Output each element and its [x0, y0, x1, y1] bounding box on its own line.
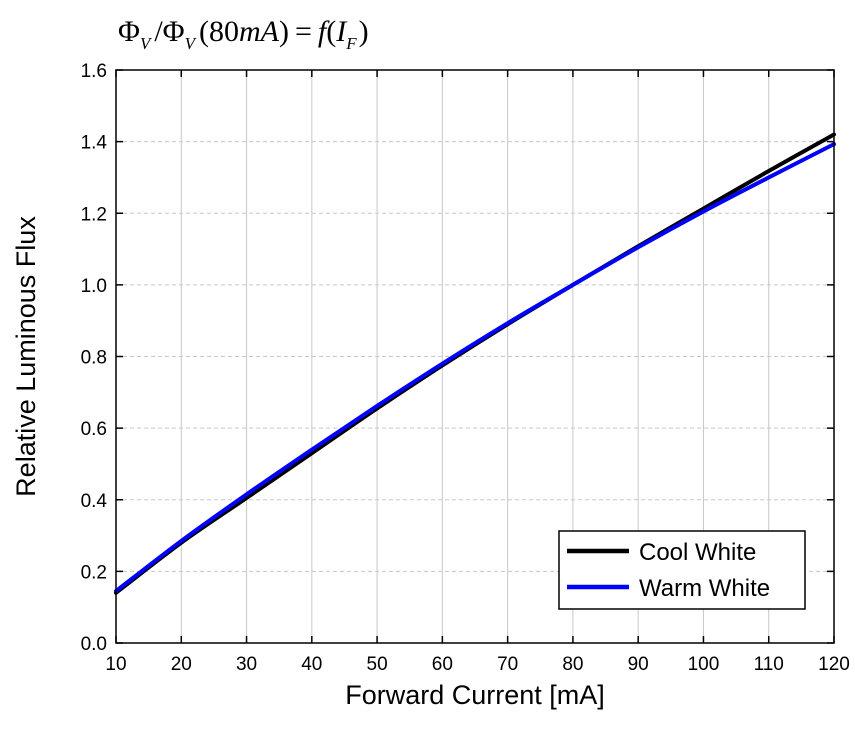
title-slash: / — [154, 15, 163, 48]
legend-label-cool-white: Cool White — [639, 539, 756, 566]
x-tick-label: 50 — [367, 654, 388, 675]
series-line-warm-white — [114, 142, 836, 594]
x-tick-label: 30 — [236, 654, 257, 675]
chart-title: ΦV/ΦV (80mA) = f(IF) — [118, 15, 369, 53]
y-axis-label: Relative Luminous Flux — [11, 216, 41, 497]
title-arg-value: 80 — [209, 15, 239, 48]
x-tick-label: 90 — [628, 654, 649, 675]
title-phi-2: Φ — [163, 15, 185, 48]
title-sub-v-1: V — [140, 34, 153, 53]
title-arg-close: ) — [279, 15, 289, 48]
x-tick-label: 60 — [432, 654, 453, 675]
title-func-close: ) — [359, 15, 369, 48]
legend-box — [558, 530, 806, 610]
y-tick-label: 0.0 — [81, 634, 107, 655]
y-tick-label: 1.6 — [81, 61, 107, 82]
x-tick-label: 20 — [171, 654, 192, 675]
x-tick-label: 40 — [301, 654, 322, 675]
title-arg-unit: mA — [239, 15, 280, 48]
y-tick-label: 1.0 — [81, 276, 107, 297]
y-tick-label: 0.2 — [81, 562, 107, 583]
legend-label-warm-white: Warm White — [639, 575, 770, 602]
series-line-cool-white — [114, 132, 836, 595]
y-tick-label: 0.8 — [81, 348, 107, 369]
y-tick-label: 0.4 — [81, 491, 108, 512]
legend: Cool White Warm White — [558, 530, 806, 610]
x-tick-label: 80 — [562, 654, 583, 675]
x-tick-label: 100 — [688, 654, 720, 675]
axis-ticks — [115, 69, 835, 644]
y-tick-label: 0.6 — [81, 419, 107, 440]
x-tick-label: 120 — [818, 654, 850, 675]
title-var: I — [335, 15, 348, 48]
y-tick-label: 1.4 — [81, 133, 108, 154]
title-equals: = — [295, 15, 312, 48]
x-tick-label: 110 — [754, 654, 784, 675]
tick-labels: 10 20 30 40 50 60 70 80 90 100 110 120 0.0 0.2 0.4 0.6 0… — [81, 61, 850, 675]
title-phi-1: Φ — [118, 15, 140, 48]
y-tick-label: 1.2 — [81, 204, 107, 225]
title-func-open: ( — [326, 15, 336, 48]
x-axis-label: Forward Current [mA] — [345, 680, 605, 710]
x-tick-label: 70 — [497, 654, 518, 675]
title-arg-open: ( — [199, 15, 209, 48]
series-group — [114, 132, 836, 595]
x-tick-label: 10 — [105, 654, 126, 675]
title-sub-f: F — [345, 34, 357, 53]
title-sub-v-2: V — [185, 34, 198, 53]
